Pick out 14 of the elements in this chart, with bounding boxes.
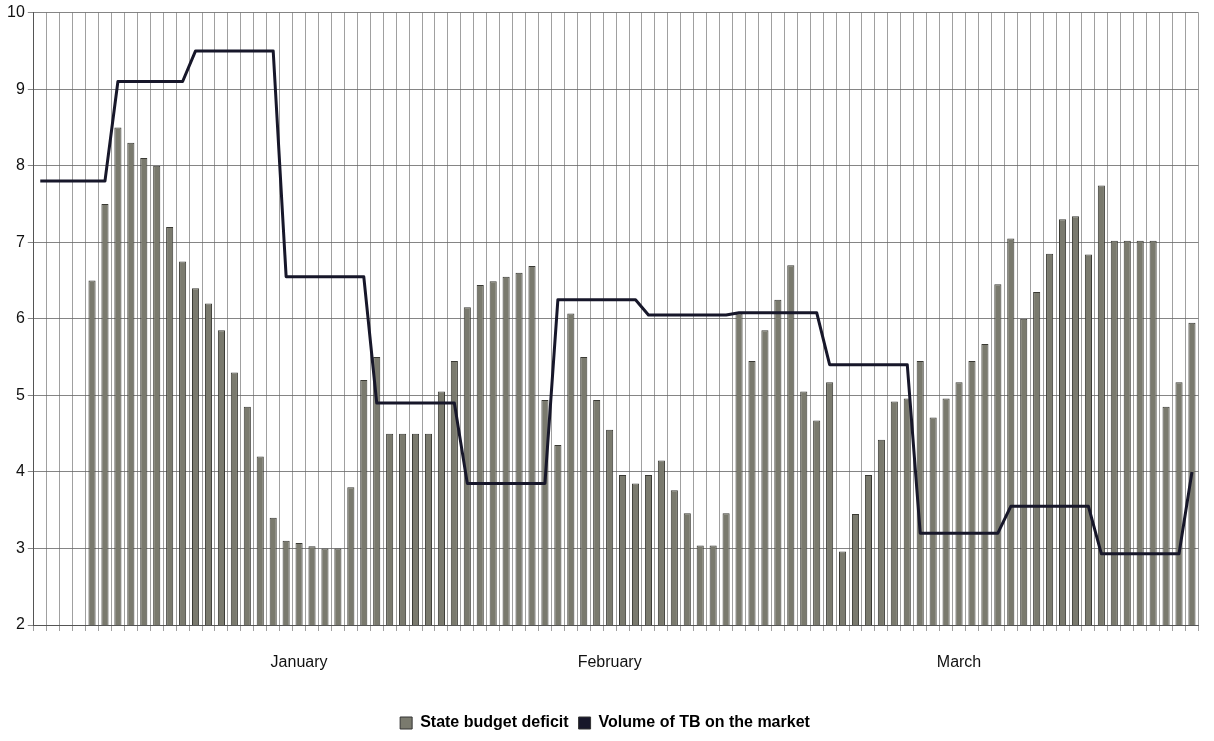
x-tick-label: January (270, 653, 328, 671)
y-tick-label: 8 (15, 156, 25, 174)
legend-label: Volume of TB on the market (598, 713, 811, 731)
y-tick-label: 6 (15, 309, 25, 327)
y-tick-label: 3 (15, 538, 25, 556)
legend-label: State budget deficit (420, 713, 570, 731)
y-tick-label: 9 (15, 79, 25, 97)
y-tick-label: 4 (15, 462, 25, 480)
x-tick-label: February (577, 653, 642, 671)
y-tick-label: 10 (7, 3, 25, 21)
y-tick-label: 7 (15, 232, 25, 250)
x-tick-label: March (936, 653, 982, 671)
y-tick-label: 2 (15, 615, 25, 633)
y-tick-label: 5 (15, 385, 25, 403)
